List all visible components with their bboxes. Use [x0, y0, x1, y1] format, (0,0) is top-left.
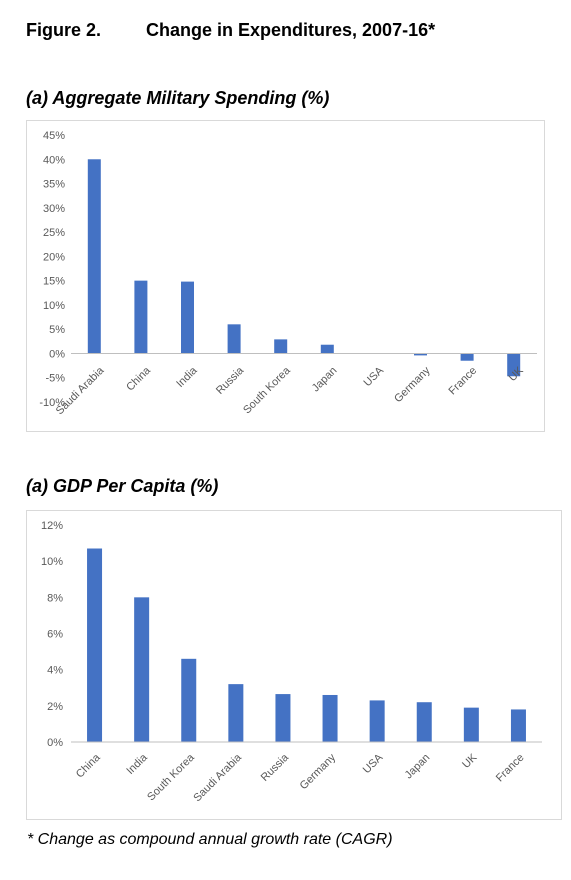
- y-tick-label: 2%: [47, 701, 63, 713]
- bar-japan: [416, 702, 432, 742]
- x-tick-label: USA: [362, 364, 387, 389]
- y-tick-label: 10%: [41, 556, 63, 568]
- bar-usa: [369, 700, 385, 742]
- bar-france: [460, 353, 474, 361]
- x-tick-label: Japan: [310, 365, 340, 395]
- x-tick-label: China: [74, 751, 103, 780]
- y-tick-label: 12%: [41, 520, 63, 532]
- gdp-per-capita-chart-title: (a) GDP Per Capita (%): [26, 476, 219, 496]
- figure-title: Change in Expenditures, 2007-16*: [146, 20, 436, 40]
- bar-france: [510, 709, 526, 742]
- x-tick-label: UK: [460, 751, 480, 771]
- y-tick-label: 10%: [43, 300, 65, 312]
- bar-uk: [507, 353, 521, 377]
- y-tick-label: 0%: [49, 348, 65, 360]
- y-tick-label: -5%: [45, 373, 65, 385]
- figure-label: Figure 2.: [26, 20, 102, 40]
- y-tick-label: -10%: [39, 397, 65, 409]
- x-tick-label: France: [447, 365, 480, 398]
- bar-japan: [320, 344, 334, 354]
- bar-china: [87, 548, 103, 742]
- y-tick-label: 30%: [43, 203, 65, 215]
- bar-germany: [322, 694, 338, 742]
- bar-south-korea: [181, 658, 197, 742]
- y-tick-label: 15%: [43, 276, 65, 288]
- bar-saudi-arabia: [228, 684, 244, 742]
- bar-uk: [463, 707, 479, 742]
- x-tick-label: India: [174, 364, 200, 390]
- y-tick-label: 45%: [43, 130, 65, 142]
- military-spending-chart-svg: -10%-5%0%5%10%15%20%25%30%35%40%45%Saudi…: [39, 130, 537, 417]
- bar-india: [181, 281, 194, 354]
- bar-saudi-arabia: [87, 159, 101, 354]
- gdp-per-capita-chart: 0% 2% 4% 6% 8% 10% 12% China India South Korea Sau…: [26, 510, 562, 820]
- y-tick-label: 8%: [47, 592, 63, 604]
- x-tick-label: France: [494, 752, 527, 785]
- bar-india: [134, 597, 150, 742]
- military-spending-chart-title: (a) Aggregate Military Spending (%): [26, 88, 330, 108]
- y-tick-label: 0%: [47, 737, 63, 749]
- bar-russia: [227, 324, 241, 354]
- x-tick-label: Russia: [214, 364, 247, 397]
- x-tick-label: Germany: [392, 364, 433, 405]
- x-tick-label: South Korea: [241, 364, 293, 416]
- y-tick-label: 25%: [43, 227, 65, 239]
- x-tick-label: South Korea: [145, 751, 197, 803]
- x-tick-label: China: [124, 364, 153, 393]
- x-tick-label: USA: [361, 751, 386, 776]
- bar-russia: [275, 694, 291, 742]
- x-tick-label: India: [124, 751, 150, 777]
- x-tick-label: Germany: [298, 751, 339, 792]
- x-tick-label: Japan: [403, 752, 433, 782]
- bar-germany: [414, 353, 427, 356]
- footnote: * Change as compound annual growth rate …: [27, 831, 393, 848]
- y-tick-label: 35%: [43, 179, 65, 191]
- military-spending-chart: -10% -5% 0% 5% 10% 15% 20% 25% 30% 35% 40% 45% Saudi…: [26, 120, 545, 432]
- bar-south-korea: [274, 339, 288, 354]
- bar-china: [134, 280, 148, 354]
- x-tick-label: Saudi Arabia: [191, 751, 244, 804]
- y-tick-label: 4%: [47, 665, 63, 677]
- y-tick-label: 5%: [49, 324, 65, 336]
- x-tick-label: Russia: [259, 751, 292, 784]
- y-tick-label: 6%: [47, 629, 63, 641]
- y-tick-label: 20%: [43, 251, 65, 263]
- y-tick-label: 40%: [43, 154, 65, 166]
